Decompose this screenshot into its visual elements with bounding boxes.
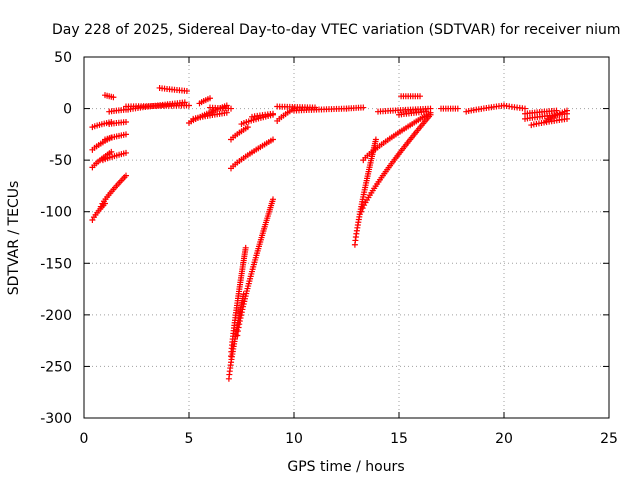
data-segment: [102, 131, 129, 143]
data-point: [358, 208, 365, 215]
data-point: [236, 318, 243, 325]
chart-title: Day 228 of 2025, Sidereal Day-to-day VTE…: [52, 22, 621, 38]
data-segment: [106, 118, 129, 128]
y-axis-label: SDTVAR / TECUs: [6, 181, 22, 296]
data-point: [553, 107, 560, 114]
data-segment: [99, 149, 129, 164]
y-tick-label: -100: [40, 205, 72, 221]
plot-frame: [83, 56, 610, 419]
data-point: [238, 309, 245, 316]
data-point: [241, 298, 248, 305]
data-point: [242, 244, 249, 251]
data-segment: [89, 148, 115, 171]
data-point: [123, 118, 129, 125]
data-point: [235, 324, 242, 331]
data-point: [237, 315, 244, 322]
data-segment: [343, 104, 367, 112]
data-point: [427, 105, 434, 112]
data-point: [239, 306, 246, 313]
data-segment: [228, 124, 251, 143]
y-tick-label: 50: [54, 50, 72, 66]
data-point: [522, 105, 528, 112]
data-segment: [501, 102, 528, 112]
data-segment: [97, 172, 129, 210]
data-point: [372, 136, 379, 143]
data-segment: [156, 84, 190, 95]
data-segment: [463, 102, 507, 115]
data-point: [240, 301, 247, 308]
data-segment: [228, 136, 276, 172]
data-segment: [249, 110, 276, 120]
data-point: [360, 104, 367, 111]
x-tick-label: 15: [390, 431, 408, 447]
data-point: [423, 108, 430, 115]
data-point: [186, 102, 192, 109]
data-segment: [528, 115, 570, 129]
data-point: [234, 328, 241, 335]
data-point: [123, 172, 129, 179]
y-tick-label: -50: [49, 153, 72, 169]
data-points: [89, 84, 570, 382]
data-point: [238, 312, 245, 319]
x-tick-label: 10: [285, 431, 303, 447]
data-point: [108, 148, 115, 155]
data-segment: [207, 104, 234, 112]
data-segment: [228, 244, 249, 360]
data-point: [564, 115, 570, 122]
data-point: [270, 196, 276, 203]
data-point: [270, 110, 276, 117]
data-point: [234, 332, 241, 339]
x-axis-label: GPS time / hours: [287, 459, 404, 475]
x-tick-label: 5: [185, 431, 194, 447]
y-tick-label: 0: [63, 102, 72, 118]
y-tick-label: -300: [40, 411, 72, 427]
y-tick-label: -250: [40, 359, 72, 375]
data-point: [244, 124, 251, 131]
data-segment: [125, 99, 188, 113]
x-tick-label: 0: [80, 431, 89, 447]
y-tick-label: -150: [40, 256, 72, 272]
data-point: [123, 131, 129, 138]
data-point: [417, 93, 423, 100]
data-point: [228, 105, 234, 112]
data-point: [236, 321, 243, 328]
data-point: [564, 107, 570, 114]
data-point: [181, 99, 188, 106]
data-point: [454, 105, 461, 112]
x-tick-label: 25: [600, 431, 618, 447]
data-point: [207, 95, 213, 102]
y-tick-label: -200: [40, 308, 72, 324]
x-tick-label: 20: [495, 431, 513, 447]
data-point: [223, 109, 230, 116]
data-point: [110, 94, 117, 101]
data-segment: [102, 92, 117, 101]
data-segment: [190, 109, 230, 122]
data-point: [123, 149, 129, 156]
data-segment: [398, 93, 423, 100]
data-segment: [196, 95, 213, 107]
data-segment: [360, 109, 434, 164]
data-segment: [396, 108, 430, 118]
data-segment: [291, 105, 350, 114]
data-point: [183, 88, 190, 95]
data-segment: [234, 196, 276, 339]
data-segment: [351, 136, 379, 248]
data-segment: [438, 105, 461, 112]
data-point: [270, 136, 276, 143]
data-segment: [543, 107, 570, 124]
data-point: [240, 303, 247, 310]
axes: -300 -250 -200 -150 -100 -50 0 50 0 5 10 15 20 25: [40, 50, 618, 447]
